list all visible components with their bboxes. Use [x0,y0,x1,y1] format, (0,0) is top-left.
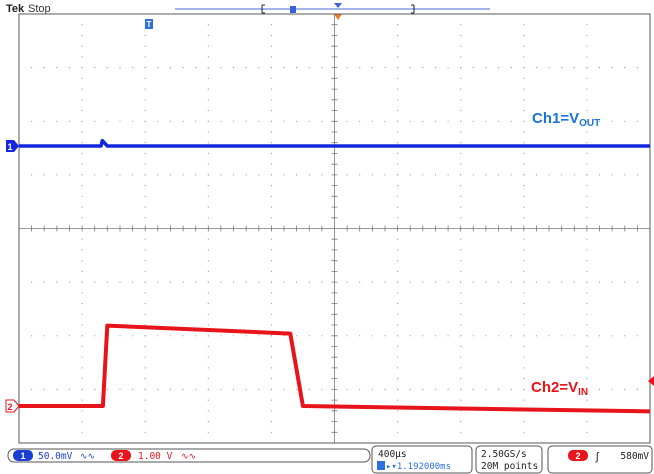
ch2-annotation-main: Ch2=V [531,379,578,396]
ch1-annotation-sub: OUT [579,118,600,129]
timebase-value: 400µs [378,449,407,460]
trigger-source-badge [568,450,588,461]
ch2-badge [111,450,131,461]
ch1-ground-glyph: 1 [7,142,12,152]
trigger-delay-value: ▸▾1.192000ms [386,462,451,472]
ch2-bandwidth-icon: ∿∿ [181,451,196,461]
trigger-level-marker [648,376,654,386]
record-length: 20M points [481,461,538,472]
graticule-frame [18,13,651,444]
ch1-badge-number: 1 [20,451,25,461]
trigger-position-glyph: T [147,20,152,29]
ch2-annotation-sub: IN [578,387,588,398]
trigger-settings-box[interactable] [547,445,653,474]
ch2-ground-marker: 2 [5,399,20,413]
ch1-badge [13,450,33,461]
ch2-vin-trace [19,323,651,414]
trigger-slope-icon: ʃ [595,451,600,463]
sample-rate: 2.50GS/s [481,449,527,460]
vertical-settings-box[interactable] [7,448,371,463]
trigger-position-marker: T [145,19,153,29]
ch1-annotation-main: Ch1=V [532,110,579,127]
trigger-level: 580mV [620,451,649,462]
graticule [19,14,650,443]
trigger-delay-icon [377,461,385,470]
horizontal-settings-box[interactable] [371,445,473,474]
ch1-scale: 50.0mV [38,451,73,462]
ch1-bandwidth-icon: ∿∿ [80,451,95,461]
ch2-scale: 1.00 V [138,451,173,462]
ch2-badge-number: 2 [118,451,123,461]
record-position-indicator [175,3,490,14]
acquisition-settings-box[interactable] [475,445,543,474]
status-bar: 1 50.0mV ∿∿ 2 1.00 V ∿∿ 400µs ▸▾1.192000… [7,445,653,474]
trigger-point-arrow [334,14,342,20]
brand-label: Tek [6,3,25,15]
acquisition-state: Stop [28,3,51,15]
ch1-vout-trace [19,138,650,148]
trigger-source: 2 [575,451,580,461]
ch1-ground-marker: 1 [6,140,19,152]
ch1-annotation: Ch1=VOUT [532,110,600,129]
ch2-ground-glyph: 2 [7,402,12,412]
ch2-annotation: Ch2=VIN [531,379,588,398]
